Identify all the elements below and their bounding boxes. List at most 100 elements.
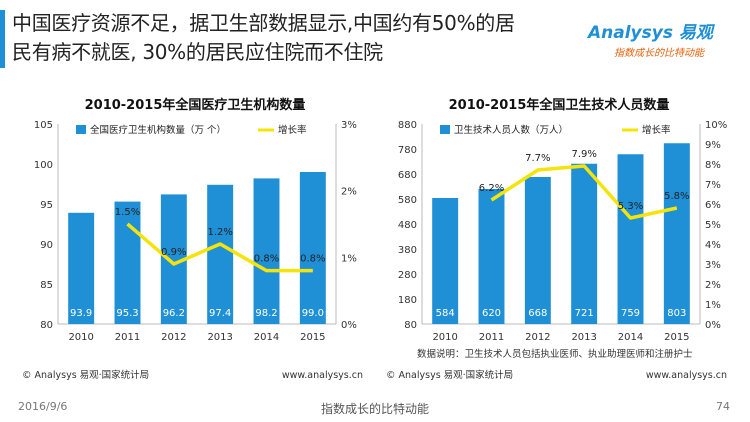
y-left-tick-label: 380 [398, 245, 417, 256]
bar-value-label: 721 [575, 308, 594, 319]
legend-line-label: 增长率 [278, 124, 307, 136]
site-label: www.analysys.cn [646, 370, 727, 381]
y-left-tick-label: 480 [398, 220, 417, 231]
bar-value-label: 93.9 [70, 308, 92, 319]
y-left-tick-label: 100 [34, 160, 53, 171]
bar [299, 172, 326, 324]
bar [478, 189, 505, 324]
x-tick-label: 2014 [254, 332, 279, 343]
growth-value-label: 0.8% [300, 254, 325, 265]
y-left-tick-label: 180 [398, 295, 417, 306]
page-number: 74 [716, 400, 730, 413]
growth-value-label: 1.2% [207, 227, 232, 238]
y-right-tick-label: 3% [341, 120, 357, 131]
y-right-tick-label: 2% [705, 280, 721, 291]
logo-slogan-text: 指数成长的比特动能 [614, 48, 704, 59]
legend-bar-label: 卫生技术人员人数（万人） [454, 124, 568, 136]
bar [114, 201, 141, 324]
bar-value-label: 620 [482, 308, 501, 319]
growth-value-label: 5.8% [664, 191, 689, 202]
y-left-tick-label: 780 [398, 145, 417, 156]
bar [524, 177, 551, 324]
x-tick-label: 2015 [300, 332, 325, 343]
y-right-tick-label: 9% [705, 140, 721, 151]
bar [617, 154, 644, 324]
y-right-tick-label: 5% [705, 220, 721, 231]
y-left-tick-label: 880 [398, 120, 417, 131]
y-right-tick-label: 6% [705, 200, 721, 211]
y-left-tick-label: 580 [398, 195, 417, 206]
growth-value-label: 0.8% [254, 254, 279, 265]
bar-value-label: 803 [667, 308, 686, 319]
bar [68, 212, 95, 324]
bar-value-label: 759 [621, 308, 640, 319]
y-left-tick-label: 95 [40, 200, 53, 211]
x-tick-label: 2013 [207, 332, 232, 343]
growth-value-label: 1.5% [115, 207, 140, 218]
source-label: © Analysys 易观·国家统计局 [22, 369, 149, 381]
growth-value-label: 7.7% [525, 153, 550, 164]
bar-value-label: 98.2 [255, 308, 277, 319]
y-right-tick-label: 3% [705, 260, 721, 271]
page-headline: 中国医疗资源不足，据卫生部数据显示,中国约有50%的居 民有病不就医, 30%的… [12, 9, 572, 67]
bar-value-label: 668 [528, 308, 547, 319]
bar-value-label: 95.3 [116, 308, 138, 319]
x-tick-label: 2011 [479, 332, 504, 343]
logo-brand-text: Analysys 易观 [588, 23, 713, 43]
x-tick-label: 2015 [664, 332, 689, 343]
y-right-tick-label: 1% [341, 253, 357, 264]
bar-value-label: 97.4 [209, 308, 231, 319]
growth-value-label: 5.3% [618, 201, 643, 212]
site-label: www.analysys.cn [282, 370, 363, 381]
growth-value-label: 6.2% [479, 183, 504, 194]
bar [571, 163, 598, 324]
y-left-tick-label: 80 [40, 320, 53, 331]
x-tick-label: 2013 [571, 332, 596, 343]
chart-title: 2010-2015年全国医疗卫生机构数量 [85, 97, 306, 113]
growth-value-label: 7.9% [571, 149, 596, 160]
growth-line [490, 164, 678, 220]
headline-line-2: 民有病不就医, 30%的居民应住院而不住院 [12, 40, 383, 64]
y-right-tick-label: 10% [705, 120, 727, 131]
bar [432, 198, 459, 324]
y-left-tick-label: 80 [404, 320, 417, 331]
chart-institutions-svg: 2010-2015年全国医疗卫生机构数量 80 85 90 95 100 105 0% 1% 2%… [22, 97, 363, 381]
headline-line-1: 中国医疗资源不足，据卫生部数据显示,中国约有50%的居 [12, 11, 515, 35]
analysys-logo: Analysys 易观 指数成长的比特动能 [588, 18, 738, 68]
x-tick-label: 2012 [525, 332, 550, 343]
growth-line [126, 222, 313, 273]
y-left-tick-label: 85 [40, 280, 53, 291]
title-accent-bar [0, 10, 5, 68]
y-left-tick-label: 280 [398, 270, 417, 281]
chart-title: 2010-2015年全国卫生技术人员数量 [449, 97, 670, 113]
y-right-tick-label: 0% [341, 320, 357, 331]
bar [253, 178, 280, 324]
y-right-tick-label: 8% [705, 160, 721, 171]
bar-value-label: 584 [436, 308, 455, 319]
chart-institutions: 2010-2015年全国医疗卫生机构数量 80 85 90 95 100 105 0% 1% 2%… [18, 92, 373, 382]
footer-slogan: 指数成长的比特动能 [320, 402, 429, 416]
legend-bar-swatch [76, 125, 86, 134]
legend-line-label: 增长率 [642, 124, 671, 136]
y-left-tick-label: 680 [398, 170, 417, 181]
y-right-tick-label: 0% [705, 320, 721, 331]
y-left-tick-label: 105 [34, 120, 53, 131]
y-right-tick-label: 7% [705, 180, 721, 191]
bar-value-label: 99.0 [302, 308, 324, 319]
y-right-tick-label: 4% [705, 240, 721, 251]
y-left-tick-label: 90 [40, 240, 53, 251]
bar-value-label: 96.2 [163, 308, 185, 319]
legend-bar-label: 全国医疗卫生机构数量（万 个） [90, 124, 226, 136]
source-label: © Analysys 易观·国家统计局 [386, 369, 513, 381]
footer-date: 2016/9/6 [18, 400, 68, 413]
chart-health-workers-svg: 2010-2015年全国卫生技术人员数量 80 180 280 380 480 580 680… [386, 97, 727, 381]
bar [663, 143, 690, 324]
y-right-tick-label: 1% [705, 300, 721, 311]
x-tick-label: 2010 [68, 332, 93, 343]
growth-value-label: 0.9% [161, 247, 186, 258]
x-tick-label: 2012 [161, 332, 186, 343]
data-note: 数据说明：卫生技术人员包括执业医师、执业助理医师和注册护士 [417, 348, 693, 360]
x-tick-label: 2011 [115, 332, 140, 343]
x-tick-label: 2014 [618, 332, 643, 343]
y-right-tick-label: 2% [341, 187, 357, 198]
